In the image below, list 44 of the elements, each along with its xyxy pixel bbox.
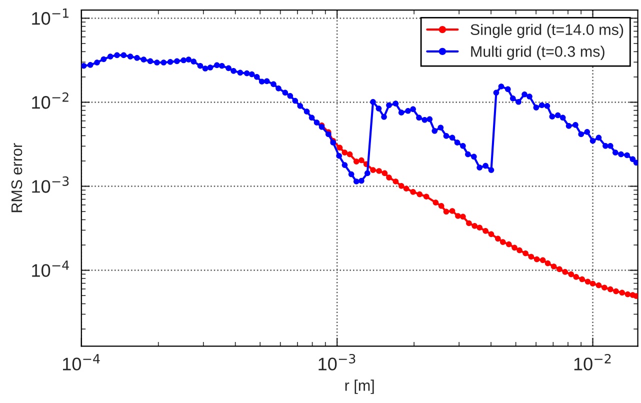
- point: [613, 288, 619, 294]
- point: [568, 271, 574, 278]
- y-axis-title: RMS error: [11, 143, 22, 212]
- point: [398, 182, 404, 189]
- point: [382, 170, 388, 176]
- y-tick-label: 10$^{−4}$: [32, 260, 69, 277]
- x-tick-label: 10$^{−2}$: [574, 354, 611, 370]
- point: [573, 274, 580, 280]
- point: [528, 254, 534, 260]
- x-axis-title: r [m]: [345, 380, 374, 394]
- point: [544, 260, 551, 266]
- point: [596, 282, 602, 288]
- point: [590, 280, 596, 287]
- point: [353, 158, 360, 164]
- point: [342, 150, 348, 156]
- point: [624, 291, 631, 298]
- point: [562, 269, 568, 275]
- x-tick-label: 10$^{−3}$: [318, 354, 356, 370]
- point: [516, 247, 522, 254]
- point: [346, 151, 353, 158]
- point: [416, 191, 423, 198]
- point: [607, 286, 614, 292]
- point: [336, 144, 343, 151]
- y-tick-label: 10$^{−2}$: [32, 92, 68, 109]
- legend-label: Single grid (t=14.0 ms): [470, 24, 624, 38]
- point: [550, 264, 557, 270]
- legend-label: Multi grid (t=0.3 ms): [471, 46, 604, 60]
- x-tick-label: 10$^{−4}$: [63, 354, 100, 370]
- point: [376, 168, 382, 174]
- point: [579, 276, 586, 282]
- point: [602, 284, 608, 291]
- point: [534, 256, 540, 262]
- point: [370, 167, 376, 173]
- point: [392, 178, 399, 184]
- point: [423, 194, 430, 200]
- point: [540, 257, 546, 264]
- point: [358, 157, 364, 164]
- point: [410, 188, 416, 195]
- point: [619, 290, 625, 296]
- point: [584, 278, 591, 285]
- point: [556, 266, 562, 272]
- y-tick-label: 10$^{−3}$: [32, 176, 69, 193]
- y-tick-label: 10$^{−1}$: [32, 8, 68, 25]
- point: [522, 250, 528, 256]
